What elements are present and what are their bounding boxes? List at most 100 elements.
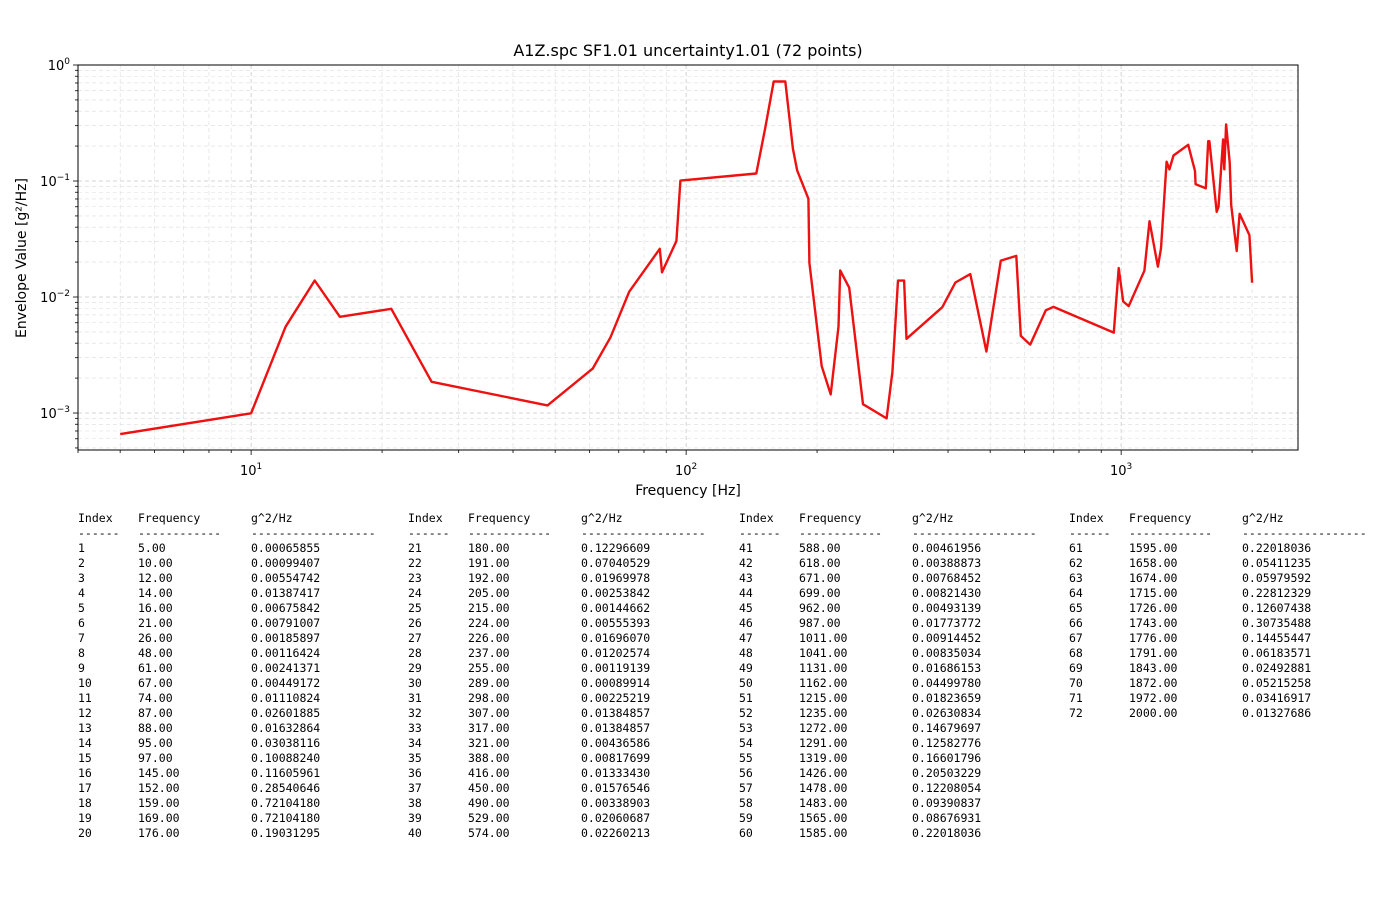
table-cell: ------------: [799, 526, 883, 540]
table-cell: 67.00: [138, 676, 173, 690]
table-cell: 41: [739, 541, 753, 555]
table-cell: 0.00675842: [251, 601, 321, 615]
table-cell: 192.00: [468, 571, 510, 585]
plot-frame: [77, 64, 1299, 451]
table-cell: 0.02492881: [1242, 661, 1312, 675]
table-cell: 1011.00: [799, 631, 848, 645]
table-cell: ------------: [1129, 526, 1213, 540]
table-cell: 0.00225219: [581, 691, 651, 705]
table-cell: ------------------: [1242, 526, 1367, 540]
table-cell: 46: [739, 616, 753, 630]
table-cell: 529.00: [468, 811, 510, 825]
table-cell: Index: [408, 511, 443, 525]
table-cell: 5: [78, 601, 85, 615]
table-cell: 32: [408, 706, 422, 720]
table-cell: 0.00116424: [251, 646, 321, 660]
table-cell: 0.00835034: [912, 646, 982, 660]
y-tick-label: 10−2: [40, 289, 70, 306]
table-cell: 0.00821430: [912, 586, 982, 600]
table-cell: 47: [739, 631, 753, 645]
chart-grid: [77, 64, 1298, 450]
table-cell: 0.01823659: [912, 691, 982, 705]
table-cell: Frequency: [468, 511, 531, 525]
table-cell: 1: [78, 541, 85, 555]
table-cell: g^2/Hz: [1242, 511, 1284, 525]
table-cell: 1743.00: [1129, 616, 1178, 630]
table-cell: 49: [739, 661, 753, 675]
table-cell: 54: [739, 736, 753, 750]
table-cell: 176.00: [138, 826, 180, 840]
table-cell: 0.00449172: [251, 676, 321, 690]
table-cell: g^2/Hz: [581, 511, 623, 525]
table-cell: 0.01110824: [251, 691, 321, 705]
table-cell: 0.00144662: [581, 601, 651, 615]
table-cell: 1041.00: [799, 646, 848, 660]
y-tick-label: 10−1: [40, 173, 70, 190]
table-cell: 12.00: [138, 571, 173, 585]
table-cell: 0.01387417: [251, 586, 321, 600]
table-cell: ------------------: [251, 526, 376, 540]
table-cell: 1791.00: [1129, 646, 1178, 660]
table-cell: 1872.00: [1129, 676, 1178, 690]
table-cell: 0.01384857: [581, 721, 651, 735]
table-cell: 0.12582776: [912, 736, 982, 750]
table-cell: 0.08676931: [912, 811, 982, 825]
table-cell: 42: [739, 556, 753, 570]
table-cell: 0.00554742: [251, 571, 321, 585]
table-cell: 618.00: [799, 556, 841, 570]
table-cell: 0.02060687: [581, 811, 651, 825]
table-cell: 26.00: [138, 631, 173, 645]
table-cell: 6: [78, 616, 85, 630]
table-cell: ------------------: [912, 526, 1037, 540]
table-cell: Frequency: [1129, 511, 1192, 525]
table-cell: 1215.00: [799, 691, 848, 705]
table-cell: 152.00: [138, 781, 180, 795]
table-cell: 1658.00: [1129, 556, 1178, 570]
table-cell: 57: [739, 781, 753, 795]
table-cell: 307.00: [468, 706, 510, 720]
table-cell: 0.16601796: [912, 751, 982, 765]
table-cell: g^2/Hz: [251, 511, 293, 525]
table-cell: 44: [739, 586, 753, 600]
table-cell: 215.00: [468, 601, 510, 615]
table-cell: 388.00: [468, 751, 510, 765]
table-cell: Index: [1069, 511, 1104, 525]
table-cell: 70: [1069, 676, 1083, 690]
envelope-chart: A1Z.spc SF1.01 uncertainty1.01 (72 point…: [14, 41, 1299, 499]
table-cell: 0.02601885: [251, 706, 321, 720]
table-cell: 1426.00: [799, 766, 848, 780]
table-cell: Frequency: [138, 511, 201, 525]
table-cell: 0.02630834: [912, 706, 982, 720]
table-cell: 0.00089914: [581, 676, 651, 690]
y-tick-label: 100: [48, 57, 71, 74]
table-cell: 1291.00: [799, 736, 848, 750]
table-cell: 25: [408, 601, 422, 615]
table-cell: 0.00338903: [581, 796, 651, 810]
table-cell: 450.00: [468, 781, 510, 795]
table-cell: 237.00: [468, 646, 510, 660]
table-cell: 58: [739, 796, 753, 810]
table-cell: 88.00: [138, 721, 173, 735]
table-cell: 27: [408, 631, 422, 645]
table-cell: 1131.00: [799, 661, 848, 675]
table-cell: 1272.00: [799, 721, 848, 735]
table-cell: 60: [739, 826, 753, 840]
table-cell: 1776.00: [1129, 631, 1178, 645]
table-cell: 1843.00: [1129, 661, 1178, 675]
table-cell: 0.30735488: [1242, 616, 1312, 630]
table-cell: 9: [78, 661, 85, 675]
x-tick-label: 101: [240, 462, 262, 479]
table-cell: 298.00: [468, 691, 510, 705]
table-cell: ------: [408, 526, 450, 540]
table-cell: 3: [78, 571, 85, 585]
table-cell: 26: [408, 616, 422, 630]
table-cell: 72: [1069, 706, 1083, 720]
table-cell: 0.14679697: [912, 721, 982, 735]
table-cell: 1726.00: [1129, 601, 1178, 615]
table-cell: 0.12607438: [1242, 601, 1312, 615]
table-cell: 12: [78, 706, 92, 720]
table-cell: 191.00: [468, 556, 510, 570]
table-cell: 35: [408, 751, 422, 765]
table-cell: 14.00: [138, 586, 173, 600]
table-cell: 39: [408, 811, 422, 825]
